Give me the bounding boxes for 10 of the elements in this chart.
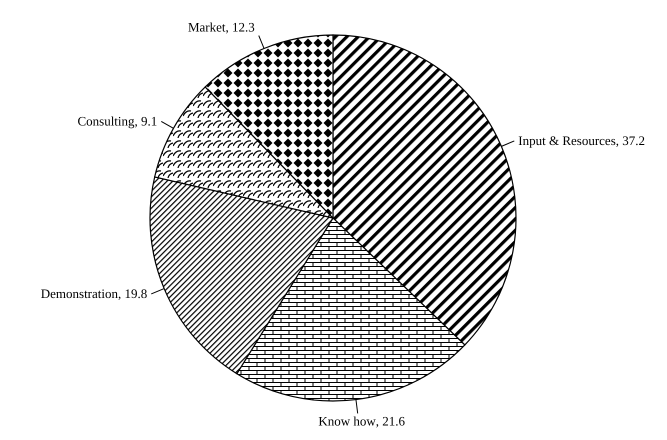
data-label: , 37.2 [616,132,646,148]
data-label: , 9.1 [134,113,158,128]
slice-label: Demonstration [40,286,118,301]
slice-label: Consulting [77,113,136,128]
data-label: , 19.8 [118,286,148,301]
data-label: , 21.6 [376,413,406,428]
slice-label: Know how [318,413,376,428]
slice-label: Input & Resources [518,132,616,148]
data-label: , 12.3 [226,20,255,35]
slice-label: Market [188,20,226,35]
